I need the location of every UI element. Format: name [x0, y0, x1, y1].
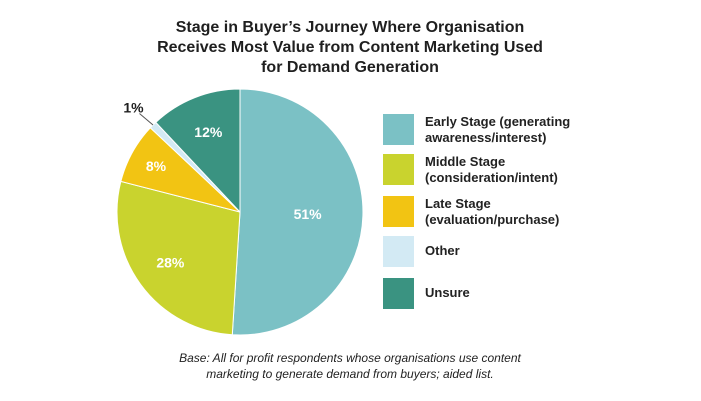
data-label-early: 51% [294, 206, 323, 222]
leader-line-other [139, 113, 154, 126]
chart-title-line-2: Receives Most Value from Content Marketi… [157, 39, 543, 56]
legend-item-middle: Middle Stage (consideration/intent) [383, 154, 558, 186]
pie-slice-middle [116, 180, 241, 336]
legend-item-unsure: Unsure [383, 278, 470, 309]
base-note: Base: All for profit respondents whose o… [130, 350, 570, 382]
base-note-line-2: marketing to generate demand from buyers… [206, 367, 494, 381]
data-label-late: 8% [146, 158, 167, 174]
legend-swatch [383, 236, 414, 267]
legend-item-other: Other [383, 236, 460, 267]
legend-label: Late Stage (evaluation/purchase) [425, 196, 560, 227]
legend-swatch [383, 196, 414, 227]
legend-swatch [383, 114, 414, 145]
base-note-line-1: Base: All for profit respondents whose o… [179, 351, 521, 365]
legend-item-early: Early Stage (generating awareness/intere… [383, 114, 570, 146]
pie-slice-early [231, 88, 364, 336]
legend-swatch [383, 154, 414, 185]
pie-slice-unsure [155, 88, 241, 214]
chart-title-line-1: Stage in Buyer’s Journey Where Organisat… [175, 19, 525, 36]
chart-title: Stage in Buyer’s Journey Where Organisat… [100, 18, 600, 78]
chart-title-line-3: for Demand Generation [261, 59, 439, 76]
legend-swatch [383, 278, 414, 309]
data-label-unsure: 12% [194, 124, 223, 140]
legend-label: Unsure [425, 285, 470, 300]
legend-item-late: Late Stage (evaluation/purchase) [383, 196, 559, 228]
legend-label: Early Stage (generating awareness/intere… [425, 114, 571, 145]
legend-label: Middle Stage (consideration/intent) [425, 154, 558, 185]
legend-label: Other [425, 243, 460, 258]
data-label-middle: 28% [156, 255, 185, 271]
data-label-other: 1% [123, 99, 144, 115]
